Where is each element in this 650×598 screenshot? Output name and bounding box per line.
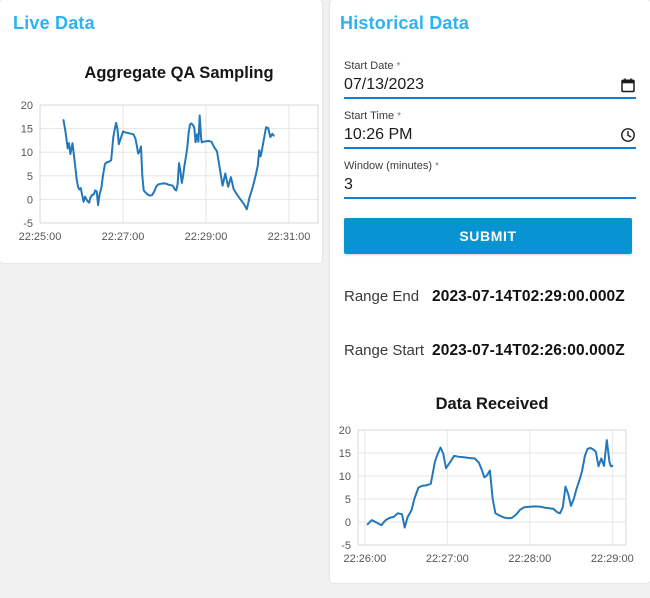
range-start-value: 2023-07-14T02:26:00.000Z	[432, 342, 625, 359]
window-minutes-field: Window (minutes) * 3	[344, 160, 636, 199]
svg-text:0: 0	[345, 517, 351, 529]
start-time-input[interactable]: 10:26 PM	[344, 123, 636, 149]
svg-text:22:28:00: 22:28:00	[508, 553, 551, 565]
required-mark: *	[397, 111, 402, 122]
start-date-field: Start Date * 07/13/2023	[344, 60, 636, 99]
start-time-label: Start Time *	[344, 110, 402, 122]
svg-text:-5: -5	[341, 540, 351, 552]
start-time-value[interactable]: 10:26 PM	[344, 126, 413, 143]
window-minutes-input[interactable]: 3	[344, 173, 636, 199]
range-start-row: Range Start 2023-07-14T02:26:00.000Z	[344, 342, 636, 362]
required-mark: *	[396, 61, 401, 72]
svg-text:22:25:00: 22:25:00	[19, 231, 62, 243]
range-start-label: Range Start	[344, 342, 425, 359]
historical-data-panel: Historical Data Start Date * 07/13/2023 S…	[330, 0, 650, 583]
svg-text:22:27:00: 22:27:00	[102, 231, 145, 243]
svg-text:10: 10	[21, 147, 33, 159]
window-minutes-label: Window (minutes) *	[344, 160, 439, 172]
historical-query-form: Start Date * 07/13/2023 Start Time * 10:26…	[344, 60, 636, 199]
svg-text:5: 5	[345, 494, 351, 506]
live-data-panel: Live Data Aggregate QA Sampling -5 0 5 10 15…	[0, 0, 322, 263]
svg-text:22:27:00: 22:27:00	[426, 553, 469, 565]
svg-text:20: 20	[21, 100, 33, 112]
calendar-icon[interactable]	[620, 77, 636, 93]
start-date-input[interactable]: 07/13/2023	[344, 73, 636, 99]
start-time-field: Start Time * 10:26 PM	[344, 110, 636, 149]
svg-text:0: 0	[27, 194, 33, 206]
start-date-label: Start Date *	[344, 60, 401, 72]
svg-text:15: 15	[21, 124, 33, 136]
window-minutes-value[interactable]: 3	[344, 176, 353, 193]
svg-text:15: 15	[339, 448, 351, 460]
clock-icon[interactable]	[620, 127, 636, 143]
required-mark: *	[435, 161, 439, 172]
live-data-header: Live Data	[13, 13, 95, 33]
svg-text:-5: -5	[23, 218, 33, 230]
svg-text:22:26:00: 22:26:00	[343, 553, 386, 565]
submit-button[interactable]: SUBMIT	[344, 218, 632, 254]
data-received-chart: -5 0 5 10 15 20 22:26:00 22:27:00 22:28:00 22:29:…	[339, 425, 634, 565]
svg-text:20: 20	[339, 425, 351, 437]
svg-text:10: 10	[339, 471, 351, 483]
range-end-label: Range End	[344, 288, 420, 305]
historical-data-header: Historical Data	[340, 13, 470, 33]
live-chart-title: Aggregate QA Sampling	[84, 64, 274, 82]
svg-text:22:29:00: 22:29:00	[591, 553, 634, 565]
range-end-row: Range End 2023-07-14T02:29:00.000Z	[344, 288, 636, 308]
live-chart: -5 0 5 10 15 20 22:25:00 22:27:00 22:29:00 22:31:…	[19, 100, 319, 243]
data-received-chart-title: Data Received	[435, 395, 549, 413]
range-end-value: 2023-07-14T02:29:00.000Z	[432, 288, 625, 305]
svg-text:5: 5	[27, 171, 33, 183]
svg-text:22:29:00: 22:29:00	[185, 231, 228, 243]
start-date-value[interactable]: 07/13/2023	[344, 76, 425, 93]
svg-text:22:31:00: 22:31:00	[268, 231, 311, 243]
